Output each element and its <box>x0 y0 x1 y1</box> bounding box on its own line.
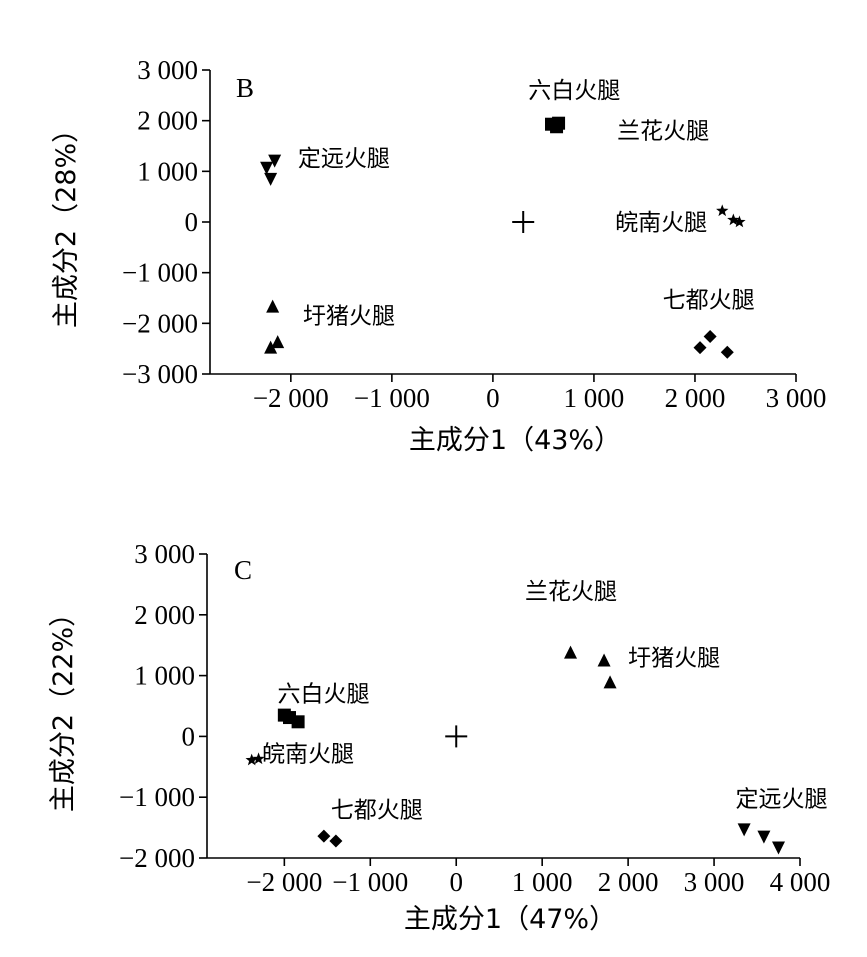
x-tick-label: 1 000 <box>512 867 573 897</box>
y-tick-label: −2 000 <box>119 843 195 873</box>
data-point-star <box>245 753 258 766</box>
data-point-square <box>291 715 305 729</box>
data-point-diamond <box>329 834 343 848</box>
x-tick-label: 4 000 <box>770 867 831 897</box>
data-point-triangle-down <box>772 841 786 855</box>
x-tick-label: 3 000 <box>684 867 745 897</box>
data-point-star <box>716 204 729 217</box>
y-axis-title: 主成分2（22%） <box>48 600 79 812</box>
y-tick-label: 0 <box>185 207 199 237</box>
y-tick-label: 2 000 <box>134 600 195 630</box>
x-tick-label: 2 000 <box>598 867 659 897</box>
data-point-triangle-up <box>264 340 278 354</box>
x-axis-title: 主成分1（47%） <box>404 904 616 935</box>
group-label: 七都火腿 <box>331 797 423 823</box>
data-point-triangle-up <box>603 675 617 689</box>
y-tick-label: −3 000 <box>122 359 198 389</box>
y-axis-title: 主成分2（28%） <box>51 116 82 328</box>
data-point-triangle-down <box>264 172 278 186</box>
data-point-diamond <box>720 345 734 359</box>
data-point-diamond <box>693 341 707 355</box>
group-label: 七都火腿 <box>663 288 755 314</box>
group-label: 六白火腿 <box>528 78 620 104</box>
x-tick-label: −2 000 <box>253 383 329 413</box>
data-point-triangle-down <box>757 830 771 844</box>
data-point-triangle-up <box>266 299 280 313</box>
x-tick-label: 0 <box>486 383 500 413</box>
y-tick-label: 1 000 <box>134 661 195 691</box>
group-label: 圩猪火腿 <box>303 303 395 329</box>
x-tick-label: 2 000 <box>665 383 726 413</box>
x-tick-label: 3 000 <box>766 383 827 413</box>
group-label: 皖南火腿 <box>615 210 707 236</box>
data-point-star <box>733 215 746 228</box>
y-tick-label: 0 <box>182 721 196 751</box>
data-point-square <box>550 120 564 134</box>
x-tick-label: 0 <box>449 867 463 897</box>
y-tick-label: 3 000 <box>137 55 198 85</box>
x-tick-label: −1 000 <box>332 867 408 897</box>
data-point-star <box>727 213 740 226</box>
panel-label: B <box>236 73 254 103</box>
y-tick-label: 3 000 <box>134 539 195 569</box>
data-point-triangle-down <box>268 154 282 168</box>
x-tick-label: −1 000 <box>354 383 430 413</box>
group-label: 皖南火腿 <box>262 741 354 767</box>
data-point-star <box>252 752 265 765</box>
data-point-triangle-up <box>564 645 578 659</box>
data-point-diamond <box>703 330 717 344</box>
data-point-triangle-down <box>737 823 751 837</box>
data-point-triangle-down <box>260 161 274 175</box>
x-tick-label: 1 000 <box>564 383 625 413</box>
y-tick-label: −1 000 <box>119 782 195 812</box>
group-label: 定远火腿 <box>298 146 390 172</box>
group-label: 兰花火腿 <box>525 579 617 605</box>
data-point-diamond <box>317 829 331 843</box>
y-tick-label: −2 000 <box>122 308 198 338</box>
data-point-triangle-up <box>271 335 285 349</box>
group-label: 六白火腿 <box>277 682 369 708</box>
x-axis-title: 主成分1（43%） <box>409 425 621 456</box>
panel-label: C <box>234 555 252 585</box>
y-tick-label: −1 000 <box>122 258 198 288</box>
group-label: 圩猪火腿 <box>628 645 720 671</box>
y-tick-label: 2 000 <box>137 106 198 136</box>
group-label: 兰花火腿 <box>617 118 709 144</box>
y-tick-label: 1 000 <box>137 156 198 186</box>
x-tick-label: −2 000 <box>246 867 322 897</box>
group-label: 定远火腿 <box>736 786 828 812</box>
data-point-triangle-up <box>597 653 611 667</box>
